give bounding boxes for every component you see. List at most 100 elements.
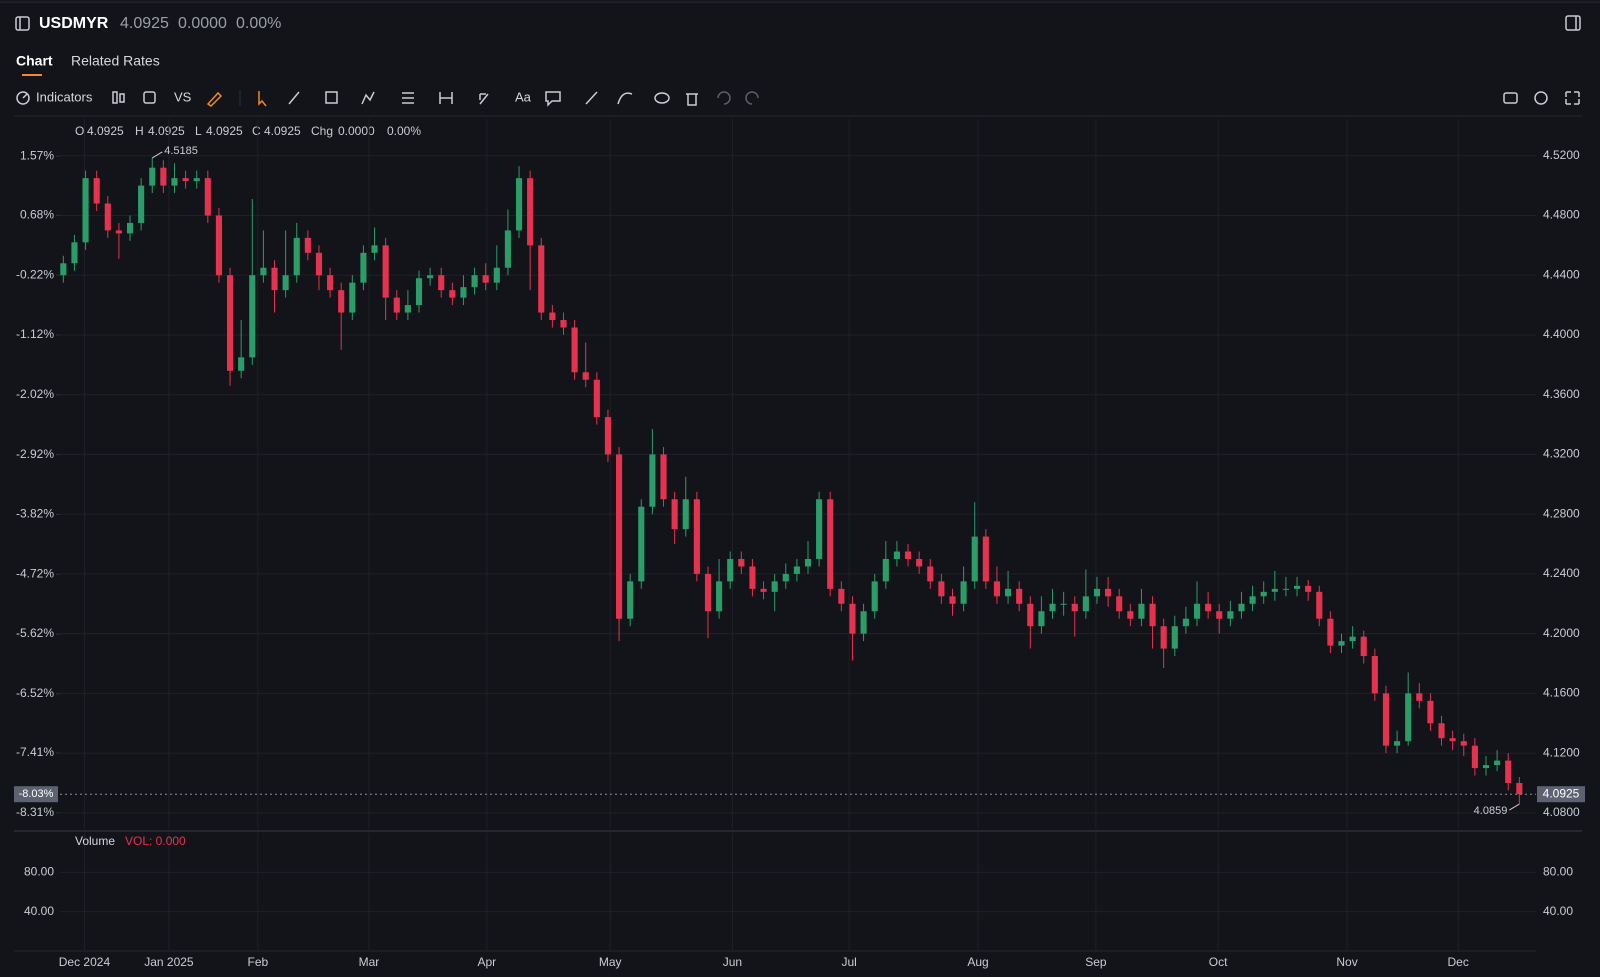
y2-tick-label: -7.41% bbox=[16, 745, 54, 759]
tab[interactable]: Chart bbox=[16, 53, 53, 69]
candle-body bbox=[1482, 765, 1490, 769]
candle-body bbox=[849, 603, 856, 634]
layout-button[interactable] bbox=[143, 91, 156, 104]
candle-body bbox=[793, 566, 800, 574]
candle-body bbox=[182, 178, 189, 182]
measure-tool[interactable] bbox=[439, 92, 453, 104]
low-marker-line bbox=[1509, 803, 1520, 811]
candle-body bbox=[215, 215, 222, 276]
candle-body bbox=[1060, 603, 1067, 605]
undo-button[interactable] bbox=[717, 91, 731, 105]
legend-value: 4.0925 bbox=[264, 124, 301, 138]
fullscreen-button[interactable] bbox=[1565, 91, 1580, 105]
snapshot-button[interactable] bbox=[1503, 92, 1518, 104]
sidebar-toggle[interactable] bbox=[15, 16, 30, 31]
legend-value: 0.0000 bbox=[338, 124, 375, 138]
brush-tool[interactable] bbox=[585, 91, 598, 105]
candle-body bbox=[382, 245, 389, 298]
candle-body bbox=[1027, 603, 1034, 627]
collapse-button[interactable] bbox=[1565, 15, 1581, 31]
candle-body bbox=[360, 252, 367, 283]
candle-body bbox=[193, 178, 200, 182]
candle-body bbox=[527, 178, 534, 246]
pattern-tool[interactable] bbox=[361, 91, 375, 105]
y2-tick-label: -6.52% bbox=[16, 686, 54, 700]
candle-body bbox=[649, 454, 656, 507]
candle-body bbox=[282, 275, 289, 291]
candle-body bbox=[1016, 588, 1023, 604]
chart-type-button[interactable] bbox=[112, 91, 125, 104]
highlighter-tool[interactable] bbox=[617, 92, 633, 105]
candle-body bbox=[115, 230, 122, 234]
candle-body bbox=[515, 178, 523, 231]
y-tick-label: 4.4000 bbox=[1543, 327, 1580, 341]
settings-button[interactable] bbox=[1534, 91, 1548, 105]
note-tool[interactable] bbox=[545, 91, 561, 107]
candle-body bbox=[438, 275, 445, 291]
candle-body bbox=[882, 558, 889, 582]
y-tick-label: 4.4800 bbox=[1543, 208, 1580, 222]
draw-button[interactable] bbox=[206, 91, 223, 107]
x-tick-label: Jun bbox=[723, 955, 742, 969]
cursor-tool[interactable] bbox=[258, 91, 267, 107]
y-tick-label: 4.3200 bbox=[1543, 447, 1580, 461]
candle-body bbox=[1505, 760, 1512, 784]
candle-body bbox=[816, 499, 823, 559]
candle-body bbox=[71, 242, 78, 264]
compare-button[interactable]: VS bbox=[174, 89, 192, 104]
indicators-button[interactable]: Indicators bbox=[16, 89, 93, 105]
y-tick-label: 4.5200 bbox=[1543, 148, 1580, 162]
candle-body bbox=[1371, 656, 1378, 694]
candle-body bbox=[538, 245, 545, 313]
arrow-tool[interactable] bbox=[479, 93, 489, 105]
candle-body bbox=[704, 573, 712, 612]
indicators-label: Indicators bbox=[36, 89, 93, 104]
candle-body bbox=[415, 278, 423, 306]
volume-tick-label: 80.00 bbox=[24, 865, 54, 879]
candle-body bbox=[949, 596, 956, 604]
last-pct-badge bbox=[14, 786, 58, 803]
delete-tool[interactable] bbox=[686, 93, 698, 106]
y2-tick-label: -0.22% bbox=[16, 267, 54, 281]
candle-body bbox=[1038, 611, 1045, 627]
last-price-badge bbox=[1537, 786, 1585, 803]
last-price-label: 4.0925 bbox=[1543, 786, 1580, 800]
fib-tool[interactable] bbox=[402, 92, 414, 104]
candle-body bbox=[482, 275, 489, 283]
redo-button[interactable] bbox=[745, 91, 759, 105]
volume-tick-label: 40.00 bbox=[1543, 904, 1573, 918]
candle-body bbox=[1349, 636, 1356, 642]
shape-tool[interactable] bbox=[325, 91, 338, 104]
legend-value: 0.00% bbox=[387, 124, 421, 138]
tab[interactable]: Related Rates bbox=[71, 53, 160, 69]
volume-tick-label: 80.00 bbox=[1543, 865, 1573, 879]
visibility-tool[interactable] bbox=[654, 92, 670, 104]
candle-body bbox=[1249, 596, 1256, 604]
candle-body bbox=[1071, 603, 1078, 612]
candle-body bbox=[1449, 738, 1456, 742]
candle-body bbox=[460, 287, 467, 298]
candle-body bbox=[749, 566, 756, 589]
y-tick-label: 4.2000 bbox=[1543, 626, 1580, 640]
y2-tick-label: -4.72% bbox=[16, 566, 54, 580]
last-pct-label: -8.03% bbox=[19, 788, 54, 800]
candle-body bbox=[1360, 636, 1367, 657]
candle-body bbox=[1160, 626, 1167, 649]
text-tool[interactable]: Aa bbox=[515, 89, 532, 104]
candle-body bbox=[827, 499, 834, 589]
candle-body bbox=[660, 454, 667, 500]
legend-value: 4.0925 bbox=[206, 124, 243, 138]
y2-tick-label: -8.31% bbox=[16, 805, 54, 819]
y2-tick-label: 1.57% bbox=[20, 148, 54, 162]
candle-body bbox=[1171, 626, 1178, 649]
candle-body bbox=[1260, 591, 1267, 597]
line-tool[interactable] bbox=[288, 91, 300, 105]
candle-body bbox=[960, 581, 967, 604]
candle-body bbox=[393, 297, 400, 313]
candle-body bbox=[982, 536, 989, 582]
candle-body bbox=[1427, 700, 1434, 724]
candle-body bbox=[916, 558, 923, 567]
candle-body bbox=[1293, 585, 1301, 589]
candle-body bbox=[616, 454, 623, 619]
